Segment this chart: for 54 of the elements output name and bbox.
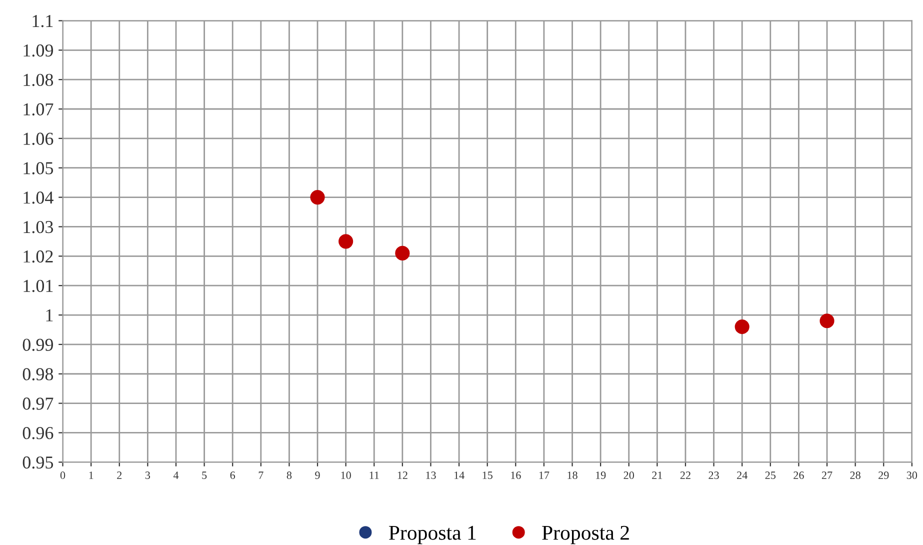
x-tick-label: 12 bbox=[398, 472, 408, 479]
point bbox=[820, 314, 834, 328]
y-tick-label: 0.99 bbox=[22, 338, 53, 351]
x-tick-label: 3 bbox=[145, 472, 150, 480]
x-tick-label: 4 bbox=[173, 472, 179, 479]
x-tick-label: 14 bbox=[454, 472, 464, 479]
x-tick-label: 7 bbox=[258, 472, 264, 479]
x-tick-label: 19 bbox=[596, 472, 606, 480]
x-tick-label: 9 bbox=[315, 472, 320, 480]
x-tick-label: 21 bbox=[652, 472, 662, 479]
x-tick-label: 24 bbox=[737, 472, 748, 479]
x-tick-label: 30 bbox=[906, 472, 918, 480]
x-tick-label: 5 bbox=[202, 472, 207, 480]
x-tick-label: 28 bbox=[850, 472, 860, 480]
legend-label: Proposta 2 bbox=[542, 526, 629, 544]
y-tick-label: 1.1 bbox=[32, 15, 53, 28]
y-tick-label: 1.01 bbox=[24, 280, 53, 292]
y-tick-label: 0.97 bbox=[22, 398, 54, 410]
x-tick-label: 2 bbox=[117, 472, 122, 479]
x-tick-label: 13 bbox=[426, 472, 436, 480]
y-tick-label: 1.03 bbox=[24, 220, 54, 234]
x-tick-label: 0 bbox=[60, 472, 66, 480]
point bbox=[310, 190, 325, 205]
x-tick-label: 29 bbox=[878, 472, 889, 480]
x-tick-label: 18 bbox=[568, 472, 578, 480]
point bbox=[734, 320, 750, 334]
x-tick-label: 17 bbox=[539, 472, 550, 479]
x-tick-label: 15 bbox=[482, 472, 492, 480]
x-tick-label: 1 bbox=[89, 472, 94, 479]
x-tick-label: 23 bbox=[708, 472, 719, 480]
x-tick-label: 22 bbox=[680, 472, 690, 479]
y-tick-label: 1.09 bbox=[24, 44, 53, 57]
y-tick-label: 1.06 bbox=[24, 132, 54, 145]
x-tick-label: 27 bbox=[822, 472, 832, 479]
y-tick-label: 0.98 bbox=[22, 368, 54, 380]
x-tick-label: 6 bbox=[230, 472, 236, 480]
point bbox=[395, 246, 410, 260]
y-tick-label: 1.08 bbox=[24, 74, 54, 86]
x-tick-label: 16 bbox=[511, 472, 521, 480]
y-tick-label: 1.02 bbox=[24, 250, 53, 263]
x-tick-label: 11 bbox=[370, 472, 379, 479]
y-tick-label: 1.05 bbox=[24, 162, 54, 174]
x-tick-label: 26 bbox=[794, 472, 804, 480]
y-tick-label: 1 bbox=[46, 309, 53, 322]
x-tick-label: 8 bbox=[286, 472, 292, 480]
x-tick-label: 25 bbox=[765, 472, 776, 480]
point bbox=[338, 234, 354, 249]
x-tick-label: 10 bbox=[341, 472, 351, 480]
y-tick-label: 0.95 bbox=[22, 456, 54, 469]
x-tick-label: 20 bbox=[624, 472, 634, 480]
y-tick-label: 1.04 bbox=[24, 192, 54, 204]
y-tick-label: 1.07 bbox=[24, 103, 54, 116]
y-tick-label: 0.96 bbox=[22, 426, 54, 440]
legend-label: Proposta 1 bbox=[388, 526, 476, 544]
